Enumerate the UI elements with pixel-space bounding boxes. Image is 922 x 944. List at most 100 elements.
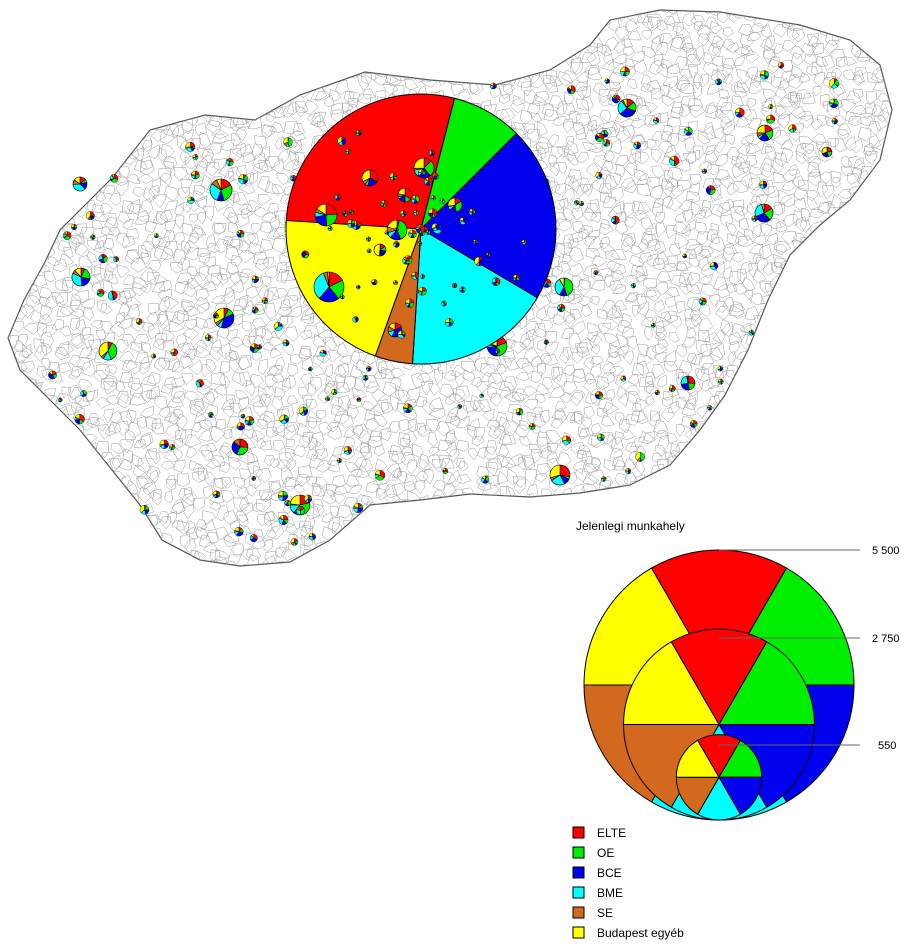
municipality-border	[8, 563, 16, 566]
municipality-border	[684, 520, 699, 536]
municipality-border	[732, 471, 747, 487]
municipality-border	[309, 73, 323, 88]
municipality-border	[219, 100, 230, 114]
municipality-border	[286, 101, 301, 115]
municipality-border	[447, 32, 458, 44]
municipality-border	[883, 369, 892, 381]
municipality-border	[218, 445, 233, 460]
municipality-border	[685, 54, 702, 68]
municipality-border	[151, 422, 165, 435]
municipality-border	[205, 532, 219, 544]
municipality-border	[870, 234, 884, 247]
municipality-border	[114, 26, 128, 41]
municipality-border	[120, 120, 134, 130]
municipality-border	[502, 10, 512, 19]
municipality-border	[787, 420, 801, 433]
municipality-border	[761, 526, 774, 543]
municipality-border	[192, 470, 206, 483]
municipality-border	[826, 557, 842, 566]
municipality-border	[50, 118, 66, 131]
municipality-border	[146, 371, 161, 385]
municipality-border	[698, 73, 709, 88]
municipality-border	[831, 225, 845, 236]
municipality-border	[651, 165, 666, 180]
municipality-border	[644, 139, 657, 150]
municipality-border	[751, 412, 764, 427]
municipality-border	[813, 477, 824, 494]
municipality-border	[38, 529, 52, 545]
municipality-border	[8, 280, 22, 294]
municipality-border	[39, 478, 54, 492]
municipality-border	[821, 570, 835, 581]
municipality-border	[292, 525, 308, 540]
municipality-border	[154, 568, 164, 579]
municipality-border	[206, 17, 223, 31]
municipality-border	[871, 212, 885, 225]
municipality-border	[327, 425, 343, 440]
municipality-border	[826, 532, 837, 547]
municipality-border	[181, 157, 198, 176]
municipality-border	[126, 199, 142, 216]
municipality-border	[894, 360, 904, 370]
municipality-border	[154, 78, 172, 89]
municipality-border	[563, 559, 576, 566]
municipality-border	[666, 63, 680, 75]
municipality-border	[303, 43, 315, 58]
municipality-border	[581, 85, 592, 99]
municipality-border	[213, 478, 228, 489]
municipality-border	[391, 467, 403, 478]
municipality-border	[738, 417, 750, 434]
municipality-border	[300, 307, 314, 321]
municipality-border	[731, 80, 745, 93]
municipality-border	[167, 78, 182, 91]
municipality-border	[204, 471, 216, 486]
municipality-border	[387, 541, 400, 555]
municipality-border	[425, 563, 439, 566]
municipality-border	[467, 66, 480, 77]
municipality-border	[8, 260, 18, 277]
municipality-border	[247, 451, 259, 463]
municipality-border	[690, 201, 703, 216]
municipality-border	[557, 70, 574, 87]
municipality-border	[10, 528, 22, 542]
municipality-border	[132, 453, 144, 468]
municipality-border	[151, 418, 162, 430]
municipality-border	[861, 431, 872, 448]
municipality-border	[500, 29, 513, 42]
municipality-border	[20, 161, 35, 176]
municipality-border	[890, 214, 892, 230]
municipality-border	[705, 163, 720, 176]
municipality-border	[38, 456, 54, 471]
municipality-border	[884, 470, 892, 485]
municipality-border	[352, 423, 369, 439]
municipality-border	[225, 350, 238, 362]
municipality-border	[333, 485, 348, 496]
municipality-border	[340, 11, 356, 25]
municipality-border	[155, 38, 168, 51]
municipality-border	[106, 141, 121, 157]
municipality-border	[512, 521, 522, 536]
municipality-border	[19, 453, 32, 467]
municipality-border	[357, 569, 369, 582]
municipality-border	[722, 370, 736, 386]
municipality-border	[385, 43, 400, 54]
municipality-border	[383, 59, 395, 77]
municipality-border	[75, 318, 87, 332]
municipality-border	[561, 254, 572, 265]
municipality-border	[116, 128, 131, 139]
municipality-border	[643, 492, 655, 504]
municipality-border	[428, 551, 443, 563]
municipality-border	[347, 97, 359, 109]
municipality-border	[249, 373, 264, 389]
municipality-border	[206, 39, 218, 51]
municipality-border	[554, 410, 567, 424]
municipality-border	[522, 573, 531, 586]
municipality-border	[36, 365, 48, 379]
municipality-border	[96, 234, 108, 251]
municipality-border	[149, 469, 159, 484]
municipality-border	[25, 416, 40, 433]
municipality-border	[446, 62, 462, 77]
municipality-border	[312, 503, 325, 517]
municipality-border	[545, 430, 562, 444]
municipality-border	[654, 282, 669, 296]
